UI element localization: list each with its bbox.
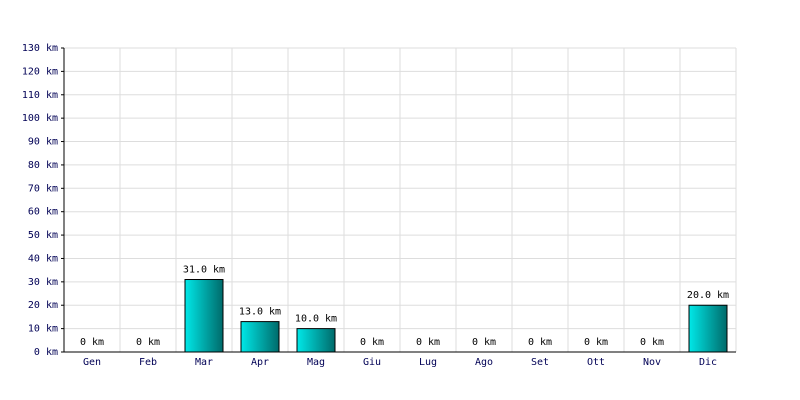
x-tick-label: Lug [419, 357, 437, 368]
bar [184, 279, 224, 353]
value-label: 31.0 km [183, 265, 225, 276]
y-tick-label: 60 km [28, 207, 58, 218]
y-tick-label: 50 km [28, 230, 58, 241]
y-tick-label: 110 km [22, 90, 58, 101]
x-tick-label: Nov [643, 357, 661, 368]
value-label: 0 km [584, 337, 608, 348]
value-label: 20.0 km [687, 290, 729, 301]
y-tick-label: 70 km [28, 183, 58, 194]
y-tick-label: 100 km [22, 113, 58, 124]
value-label: 0 km [528, 337, 552, 348]
x-tick-label: Giu [363, 357, 381, 368]
x-tick-label: Set [531, 357, 549, 368]
x-tick-label: Apr [251, 357, 269, 368]
x-tick-label: Ott [587, 357, 605, 368]
x-tick-label: Mar [195, 357, 213, 368]
bar [240, 321, 280, 353]
value-label: 0 km [472, 337, 496, 348]
x-tick-label: Dic [699, 357, 717, 368]
value-label: 0 km [640, 337, 664, 348]
value-label: 13.0 km [239, 307, 281, 318]
x-tick-label: Mag [307, 357, 325, 368]
y-tick-label: 30 km [28, 277, 58, 288]
value-label: 10.0 km [295, 314, 337, 325]
bar [688, 304, 728, 353]
y-tick-label: 90 km [28, 137, 58, 148]
y-tick-label: 40 km [28, 253, 58, 264]
value-label: 0 km [136, 337, 160, 348]
value-label: 0 km [416, 337, 440, 348]
y-tick-label: 120 km [22, 66, 58, 77]
y-tick-label: 20 km [28, 300, 58, 311]
value-label: 0 km [360, 337, 384, 348]
x-tick-label: Gen [83, 357, 101, 368]
y-tick-label: 130 km [22, 43, 58, 54]
x-tick-label: Ago [475, 357, 493, 368]
y-tick-label: 10 km [28, 324, 58, 335]
bar [296, 328, 336, 353]
y-tick-label: 0 km [34, 347, 58, 358]
value-label: 0 km [80, 337, 104, 348]
y-tick-label: 80 km [28, 160, 58, 171]
x-tick-label: Feb [139, 357, 157, 368]
